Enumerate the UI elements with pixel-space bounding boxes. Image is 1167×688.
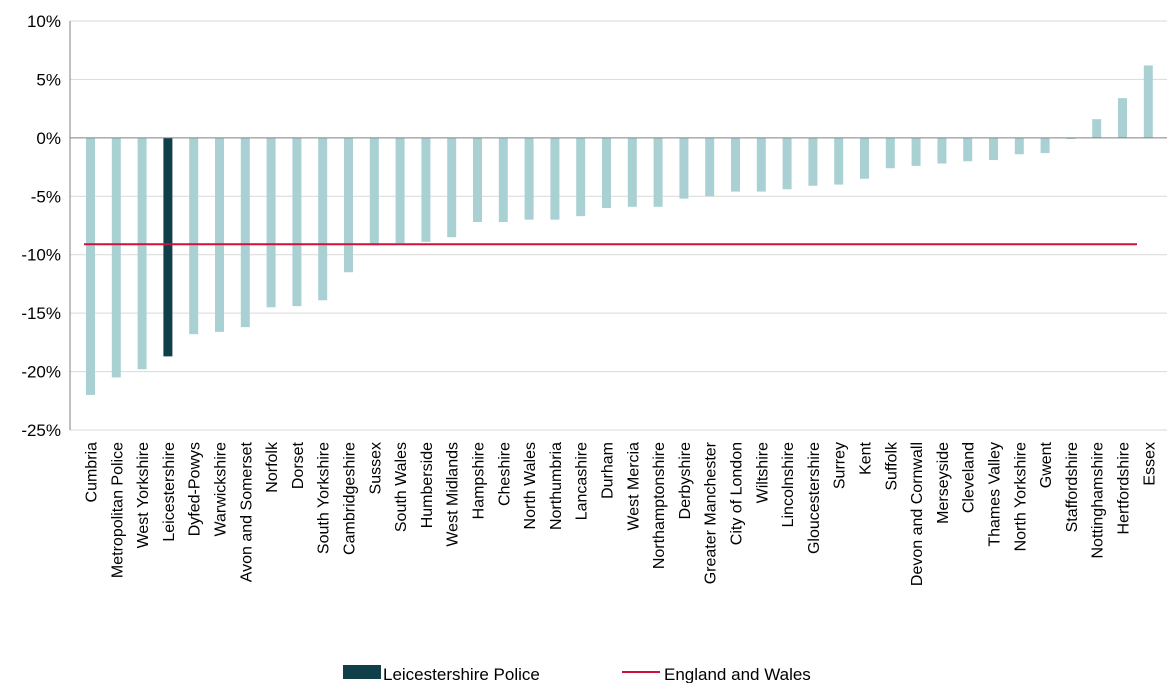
x-tick-label: Durham: [600, 442, 617, 499]
bar: [111, 137, 121, 378]
x-tick-label: Avon and Somerset: [238, 441, 255, 582]
x-tick-label: Cambridgeshire: [342, 442, 359, 555]
bar: [498, 137, 508, 222]
x-tick-label: Northamptonshire: [651, 442, 668, 569]
x-tick-label: Cheshire: [496, 442, 513, 506]
bar: [473, 137, 482, 222]
x-tick-label: Dyfed-Powys: [187, 442, 204, 536]
bar: [292, 137, 302, 307]
bar: [937, 137, 947, 164]
x-tick-label: Thames Valley: [987, 442, 1004, 547]
bar: [653, 137, 663, 207]
x-tick-label: Sussex: [367, 442, 384, 494]
bar: [1143, 65, 1153, 138]
y-tick-label: 5%: [36, 70, 61, 89]
bar: [576, 137, 586, 217]
x-tick-label: West Yorkshire: [135, 442, 152, 549]
x-tick-label: Suffolk: [883, 441, 900, 491]
y-tick-label: -15%: [21, 304, 61, 323]
x-tick-label: Surrey: [832, 442, 849, 489]
bar: [189, 137, 199, 335]
bar: [1118, 98, 1127, 138]
bar: [1040, 137, 1050, 154]
x-tick-label: Essex: [1141, 442, 1158, 486]
bar: [1066, 137, 1076, 140]
x-tick-label: South Wales: [393, 442, 410, 532]
x-tick-label: West Midlands: [445, 442, 462, 547]
x-tick-label: Dorset: [290, 441, 307, 489]
bar: [344, 137, 353, 273]
x-tick-label: Staffordshire: [1064, 442, 1081, 533]
x-tick-label: Gloucestershire: [806, 442, 823, 554]
bar: [808, 137, 818, 186]
bar: [266, 137, 276, 308]
bar: [834, 137, 844, 185]
bar: [318, 137, 328, 301]
bar: [240, 137, 250, 328]
bar: [860, 137, 869, 179]
x-tick-label: Kent: [858, 441, 875, 474]
bar: [705, 137, 715, 197]
bar: [550, 137, 560, 220]
bar: [524, 137, 534, 220]
bar: [989, 137, 998, 161]
x-tick-label: North Yorkshire: [1012, 442, 1029, 551]
bar: [1014, 137, 1024, 155]
x-tick-label: Norfolk: [264, 441, 281, 493]
x-tick-label: West Mercia: [625, 442, 642, 531]
x-tick-label: Metropolitan Police: [109, 442, 126, 578]
x-tick-label: Cleveland: [961, 442, 978, 513]
bar: [627, 137, 637, 207]
x-tick-label: South Yorkshire: [316, 442, 333, 554]
x-tick-label: Northumbria: [548, 442, 565, 530]
y-tick-label: -10%: [21, 246, 61, 265]
bar: [911, 137, 921, 166]
x-tick-label: Cumbria: [84, 442, 101, 503]
bar: [756, 137, 766, 192]
bar: [963, 137, 973, 162]
x-tick-label: Warwickshire: [213, 442, 230, 537]
x-tick-label: Lancashire: [574, 442, 591, 520]
x-tick-label: City of London: [729, 442, 746, 545]
x-tick-label: Nottinghamshire: [1090, 442, 1107, 559]
bar: [602, 137, 611, 208]
bar: [1092, 119, 1102, 138]
legend-swatch-bar: [343, 665, 381, 679]
y-tick-label: -20%: [21, 363, 61, 382]
x-tick-label: North Wales: [522, 442, 539, 529]
x-tick-label: Greater Manchester: [703, 441, 720, 584]
y-tick-label: -25%: [21, 421, 61, 440]
x-tick-label: Gwent: [1038, 441, 1055, 488]
x-tick-label: Leicestershire: [161, 442, 178, 542]
bar: [215, 137, 224, 332]
legend-label: England and Wales: [664, 665, 811, 683]
bar: [369, 137, 379, 246]
y-tick-label: -5%: [31, 187, 61, 206]
y-tick-label: 10%: [27, 12, 61, 31]
bar: [447, 137, 457, 238]
x-tick-label: Derbyshire: [677, 442, 694, 519]
bar: [421, 137, 431, 242]
y-tick-label: 0%: [36, 129, 61, 148]
bar: [782, 137, 792, 190]
bar: [395, 137, 405, 244]
x-tick-label: Wiltshire: [754, 442, 771, 503]
bar: [885, 137, 895, 169]
bar: [137, 137, 147, 370]
bar-highlight: [163, 137, 173, 357]
bar: [731, 137, 740, 192]
x-tick-label: Hampshire: [471, 442, 488, 519]
bar: [679, 137, 689, 199]
x-tick-label: Hertfordshire: [1116, 442, 1133, 535]
x-tick-label: Devon and Cornwall: [909, 442, 926, 586]
x-tick-label: Lincolnshire: [780, 442, 797, 527]
bar: [86, 137, 95, 395]
x-tick-label: Merseyside: [935, 442, 952, 524]
legend-label: Leicestershire Police: [383, 665, 540, 683]
x-tick-label: Humberside: [419, 442, 436, 528]
